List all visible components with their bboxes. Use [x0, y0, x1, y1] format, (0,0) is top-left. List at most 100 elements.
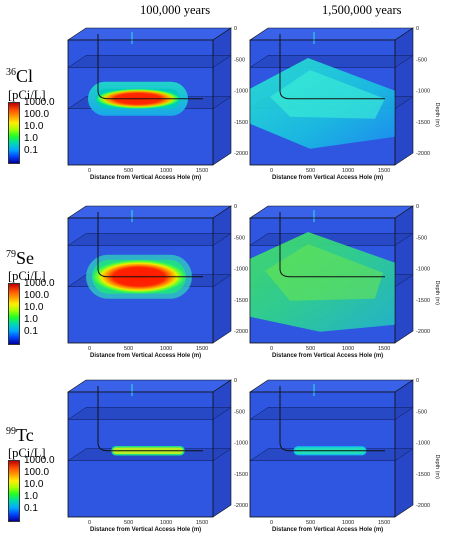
column-title-100k: 100,000 years	[140, 3, 211, 17]
colorbar-cl	[8, 102, 20, 164]
x-tick-label: 0	[88, 168, 91, 174]
depth-tick-label: -1500	[234, 472, 248, 478]
depth-tick-label: -1000	[234, 89, 248, 95]
x-tick-label: 0	[88, 520, 91, 526]
top-face	[249, 27, 414, 41]
depth-tick-label: -500	[416, 57, 427, 63]
top-face	[67, 205, 232, 219]
access-hole-line	[97, 212, 203, 278]
x-tick-label: 500	[306, 168, 315, 174]
depth-tick-label: 0	[416, 26, 419, 32]
depth-tick-label: -2000	[234, 503, 248, 509]
panel-tc-1500k: 0 -500 -1000 -1500 -2000 Depth (m) 0 500 1000 150…	[249, 378, 440, 533]
access-hole-line	[97, 386, 203, 452]
x-tick-label: 1500	[196, 346, 208, 352]
access-hole-line	[279, 34, 385, 100]
colorbar-ticks-tc: 1000.0 100.0 10.0 1.0 0.1	[24, 455, 55, 514]
depth-tick-label: -500	[416, 235, 427, 241]
column-title-1500k: 1,500,000 years	[322, 3, 402, 17]
x-tick-label: 1000	[160, 168, 172, 174]
depth-axis-label: Depth (m)	[434, 281, 440, 306]
depth-tick-label: -2000	[234, 151, 248, 157]
x-axis-label: Distance from Vertical Access Hole (m)	[90, 175, 201, 181]
x-tick-label: 500	[124, 520, 133, 526]
depth-tick-label: -1000	[416, 89, 430, 95]
x-axis-label: Distance from Vertical Access Hole (m)	[90, 353, 201, 359]
colorbar-tc	[8, 460, 20, 522]
isotope-label-se: 79Se	[6, 248, 34, 268]
depth-tick-label: -1500	[416, 298, 430, 304]
access-hole-line	[279, 386, 385, 452]
x-tick-label: 500	[306, 520, 315, 526]
depth-tick-label: -1000	[416, 441, 430, 447]
x-axis-label: Distance from Vertical Access Hole (m)	[90, 527, 201, 533]
depth-tick-label: 0	[234, 378, 237, 384]
top-face	[67, 379, 232, 393]
x-axis-label: Distance from Vertical Access Hole (m)	[272, 527, 383, 533]
panel-cl-1500k: 0 -500 -1000 -1500 -2000 Depth (m) 0 500 1000 150…	[249, 26, 440, 181]
depth-tick-label: -1500	[416, 120, 430, 126]
layer-plane	[67, 55, 232, 68]
depth-tick-label: 0	[416, 204, 419, 210]
unit-label-se: [pCi/L]	[8, 269, 46, 283]
layer-plane	[67, 233, 232, 246]
x-tick-label: 1000	[342, 520, 354, 526]
x-tick-label: 500	[306, 346, 315, 352]
access-hole-line	[97, 34, 203, 100]
top-face	[67, 27, 232, 41]
front-outline	[67, 217, 214, 344]
depth-tick-label: -1500	[234, 120, 248, 126]
depth-tick-label: -1500	[234, 298, 248, 304]
depth-tick-label: -1500	[416, 472, 430, 478]
depth-tick-label: -2000	[234, 329, 248, 335]
x-tick-label: 0	[88, 346, 91, 352]
layer-plane	[249, 55, 414, 68]
x-tick-label: 1000	[160, 346, 172, 352]
depth-tick-label: -500	[416, 409, 427, 415]
plume-inner	[265, 244, 383, 301]
x-tick-label: 1500	[196, 520, 208, 526]
x-tick-label: 1500	[378, 346, 390, 352]
depth-axis-label: Depth (m)	[434, 103, 440, 128]
layer-plane	[67, 407, 232, 420]
panel-se-1500k: 0 -500 -1000 -1500 -2000 Depth (m) 0 500 1000 150…	[249, 204, 440, 359]
plume-inner	[270, 70, 385, 119]
access-hole-line	[279, 212, 385, 278]
x-tick-label: 1000	[342, 346, 354, 352]
depth-tick-label: -1000	[234, 441, 248, 447]
front-outline	[249, 39, 396, 166]
top-face	[249, 379, 414, 393]
layer-plane	[249, 407, 414, 420]
depth-tick-label: -500	[234, 409, 245, 415]
x-axis-label: Distance from Vertical Access Hole (m)	[272, 175, 383, 181]
depth-tick-label: -2000	[416, 151, 430, 157]
front-outline	[249, 391, 396, 518]
depth-tick-label: -500	[234, 235, 245, 241]
x-axis-label: Distance from Vertical Access Hole (m)	[272, 353, 383, 359]
depth-tick-label: 0	[234, 26, 237, 32]
x-tick-label: 0	[270, 520, 273, 526]
isotope-label-tc: 99Tc	[6, 425, 34, 445]
x-tick-label: 1000	[160, 520, 172, 526]
depth-tick-label: -1000	[416, 267, 430, 273]
unit-label-cl: [pCi/L]	[8, 88, 46, 102]
isotope-label-cl: 36Cl	[6, 66, 34, 86]
unit-label-tc: [pCi/L]	[8, 446, 46, 460]
depth-tick-label: -500	[234, 57, 245, 63]
x-tick-label: 1000	[342, 168, 354, 174]
x-tick-label: 1500	[378, 168, 390, 174]
x-tick-label: 1500	[196, 168, 208, 174]
front-outline	[67, 39, 214, 166]
front-outline	[249, 217, 396, 344]
depth-axis-label: Depth (m)	[434, 455, 440, 480]
front-outline	[67, 391, 214, 518]
x-tick-label: 0	[270, 168, 273, 174]
colorbar-ticks-se: 1000.0 100.0 10.0 1.0 0.1	[24, 278, 55, 337]
x-tick-label: 0	[270, 346, 273, 352]
x-tick-label: 1500	[378, 520, 390, 526]
